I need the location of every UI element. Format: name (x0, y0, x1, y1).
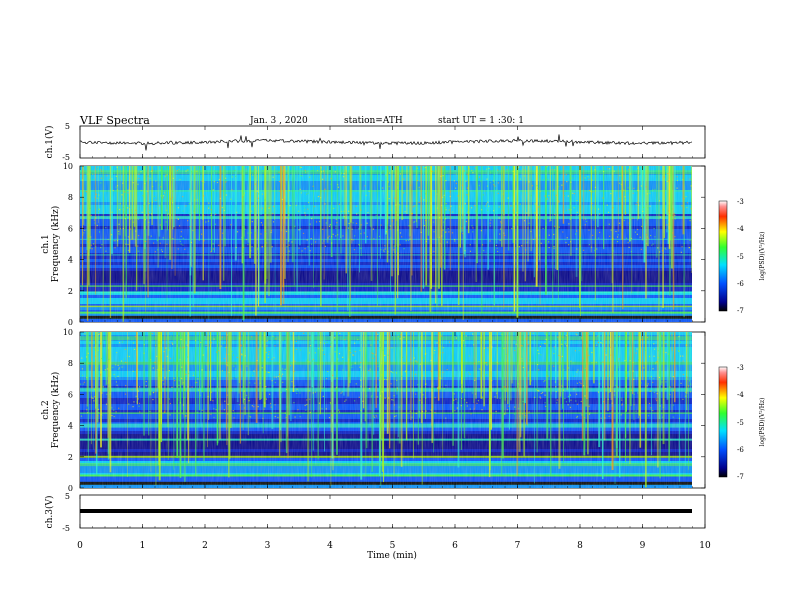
ch1-colorbar: -3 -4 -5 -6 -7 log(PSD)(V²/Hz) (718, 198, 766, 315)
ch2-spectrogram-ylabel-channel: ch.2 (41, 400, 51, 419)
ch1-ytick-bottom: -5 (62, 153, 70, 162)
ch1-waveform-line (79, 134, 693, 151)
ch1-spectrogram-ylabel-frequency: Frequency (kHz) (50, 206, 61, 283)
ch2-spectrogram (80, 332, 705, 488)
y-tick-label: 8 (68, 193, 73, 202)
y-tick-label: 6 (68, 224, 73, 233)
y-tick-label: 4 (68, 256, 73, 265)
ch2-colorbar-tick-3: -6 (737, 446, 744, 454)
ch1-colorbar-tick-4: -7 (737, 307, 744, 315)
y-tick-label: 10 (63, 162, 73, 171)
ch1-waveform-ylabel: ch.1(V) (44, 126, 55, 159)
ch3-ytick-top: 5 (65, 492, 70, 501)
ch2-colorbar-ramp (718, 366, 728, 478)
ch1-ytick-top: 5 (65, 122, 70, 131)
ch2-colorbar: -3 -4 -5 -6 -7 log(PSD)(V²/Hz) (718, 364, 766, 481)
y-tick-label: 2 (68, 453, 73, 462)
x-tick-label: 1 (140, 541, 146, 551)
x-tick-label: 2 (202, 541, 208, 551)
x-tick-label: 0 (77, 541, 83, 551)
y-tick-label: 10 (63, 328, 73, 337)
spectrogram-blank (692, 332, 705, 488)
y-tick-label: 6 (68, 390, 73, 399)
ch2-colorbar-tick-4: -7 (737, 473, 744, 481)
x-tick-label: 6 (452, 541, 458, 551)
ch3-ytick-bottom: -5 (62, 524, 70, 533)
x-tick-label: 5 (390, 541, 396, 551)
spectrogram-grain (80, 166, 692, 322)
spectrogram-speckle (691, 220, 692, 222)
ch2-colorbar-tick-0: -3 (737, 364, 744, 372)
date-label: Jan. 3 , 2020 (249, 116, 308, 126)
ch1-colorbar-tick-3: -6 (737, 280, 744, 288)
station-label: station=ATH (344, 116, 403, 126)
y-tick-label: 0 (68, 318, 73, 327)
x-tick-label: 4 (327, 541, 333, 551)
x-axis-title: Time (min) (367, 550, 417, 561)
ch1-colorbar-tick-1: -4 (737, 225, 744, 233)
ch2-colorbar-label: log(PSD)(V²/Hz) (759, 398, 766, 447)
spectrogram-grain (80, 332, 692, 488)
y-tick-label: 0 (68, 484, 73, 493)
x-tick-label: 3 (265, 541, 271, 551)
ch1-spectrogram (80, 166, 705, 322)
figure-title: VLF Spectra (79, 114, 150, 127)
x-tick-label: 9 (640, 541, 646, 551)
ch1-spectrogram-ylabel-channel: ch.1 (41, 234, 51, 253)
x-tick-label: 10 (699, 541, 711, 551)
start-time-label: start UT = 1 :30: 1 (438, 116, 524, 126)
x-tick-label: 8 (577, 541, 583, 551)
y-tick-label: 4 (68, 422, 73, 431)
y-tick-label: 8 (68, 359, 73, 368)
ch2-spectrogram-ylabel-frequency: Frequency (kHz) (50, 372, 61, 449)
ch1-colorbar-tick-2: -5 (737, 253, 744, 261)
ch1-colorbar-tick-0: -3 (737, 198, 744, 206)
ch2-colorbar-tick-2: -5 (737, 419, 744, 427)
ch3-waveform-ylabel: ch.3(V) (44, 496, 55, 529)
x-tick-label: 7 (515, 541, 521, 551)
ch2-colorbar-tick-1: -4 (737, 391, 744, 399)
spectrogram-blank (692, 166, 705, 322)
y-tick-label: 2 (68, 287, 73, 296)
ch1-colorbar-ramp (718, 200, 728, 312)
ch1-colorbar-label: log(PSD)(V²/Hz) (759, 232, 766, 281)
